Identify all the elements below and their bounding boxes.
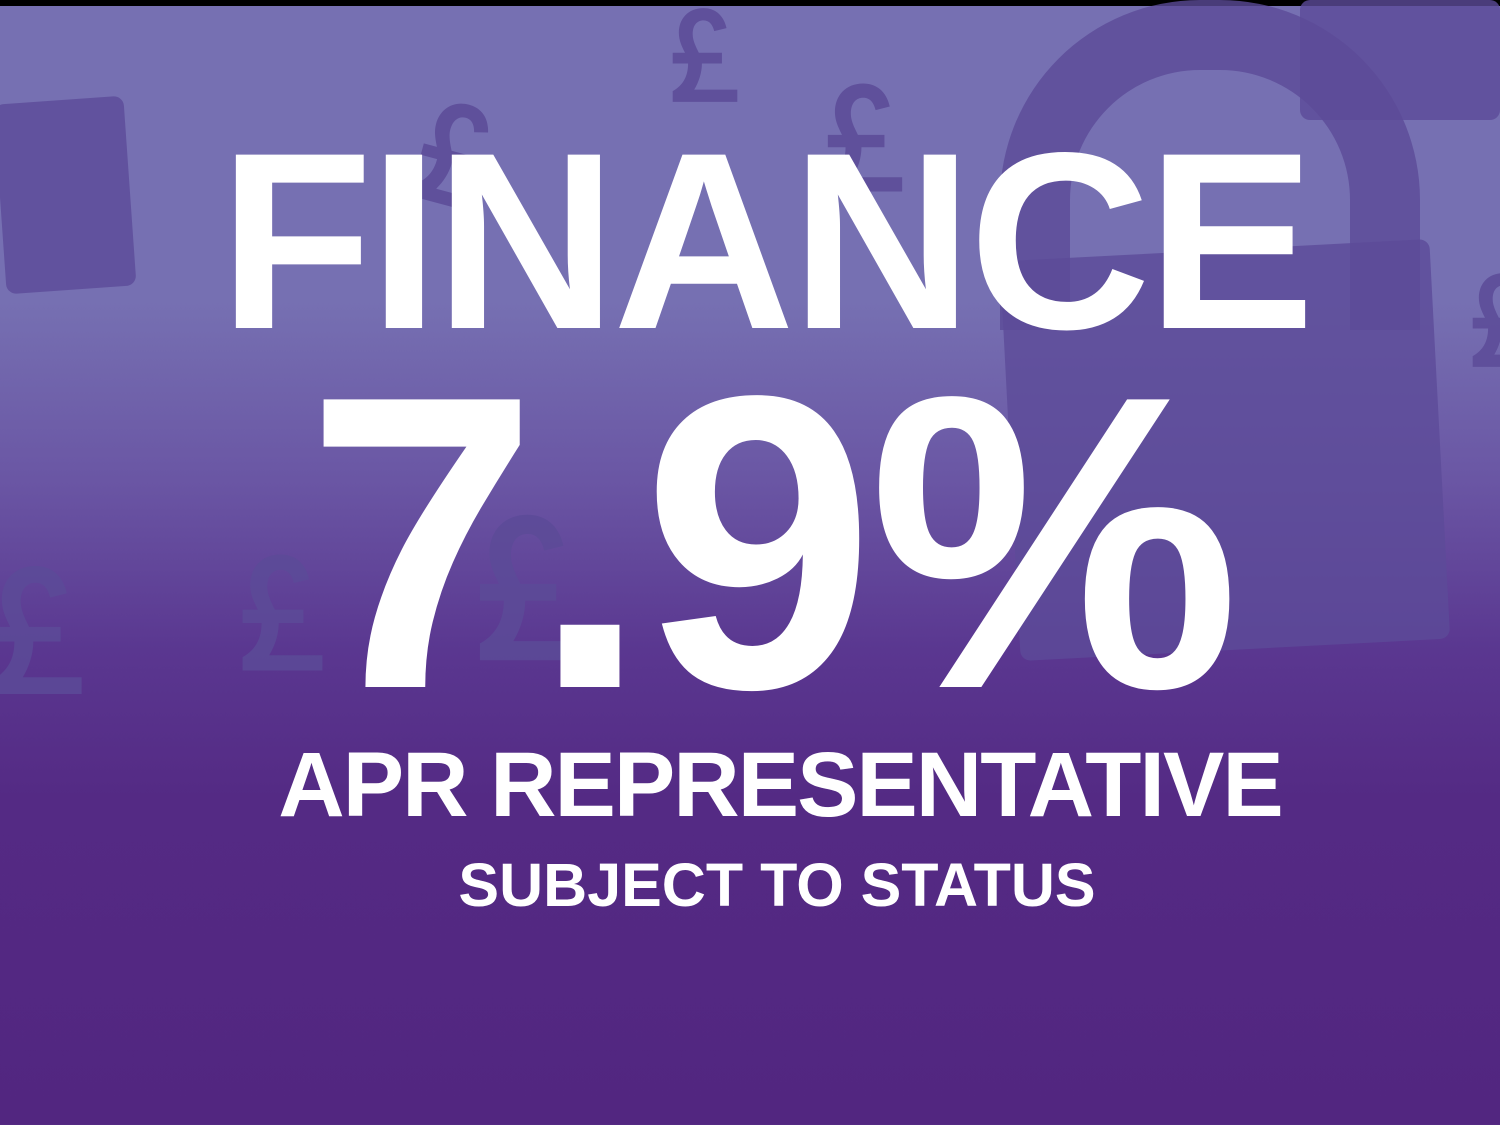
rate-label: APR REPRESENTATIVE xyxy=(278,734,1283,836)
headline: FINANCE xyxy=(219,101,1315,382)
top-border xyxy=(0,0,1500,6)
disclaimer: SUBJECT TO STATUS xyxy=(458,851,1096,919)
pound-sign-icon xyxy=(665,5,745,105)
padlock-icon xyxy=(1300,0,1500,120)
apr-rate: 7.9% xyxy=(305,309,1241,776)
